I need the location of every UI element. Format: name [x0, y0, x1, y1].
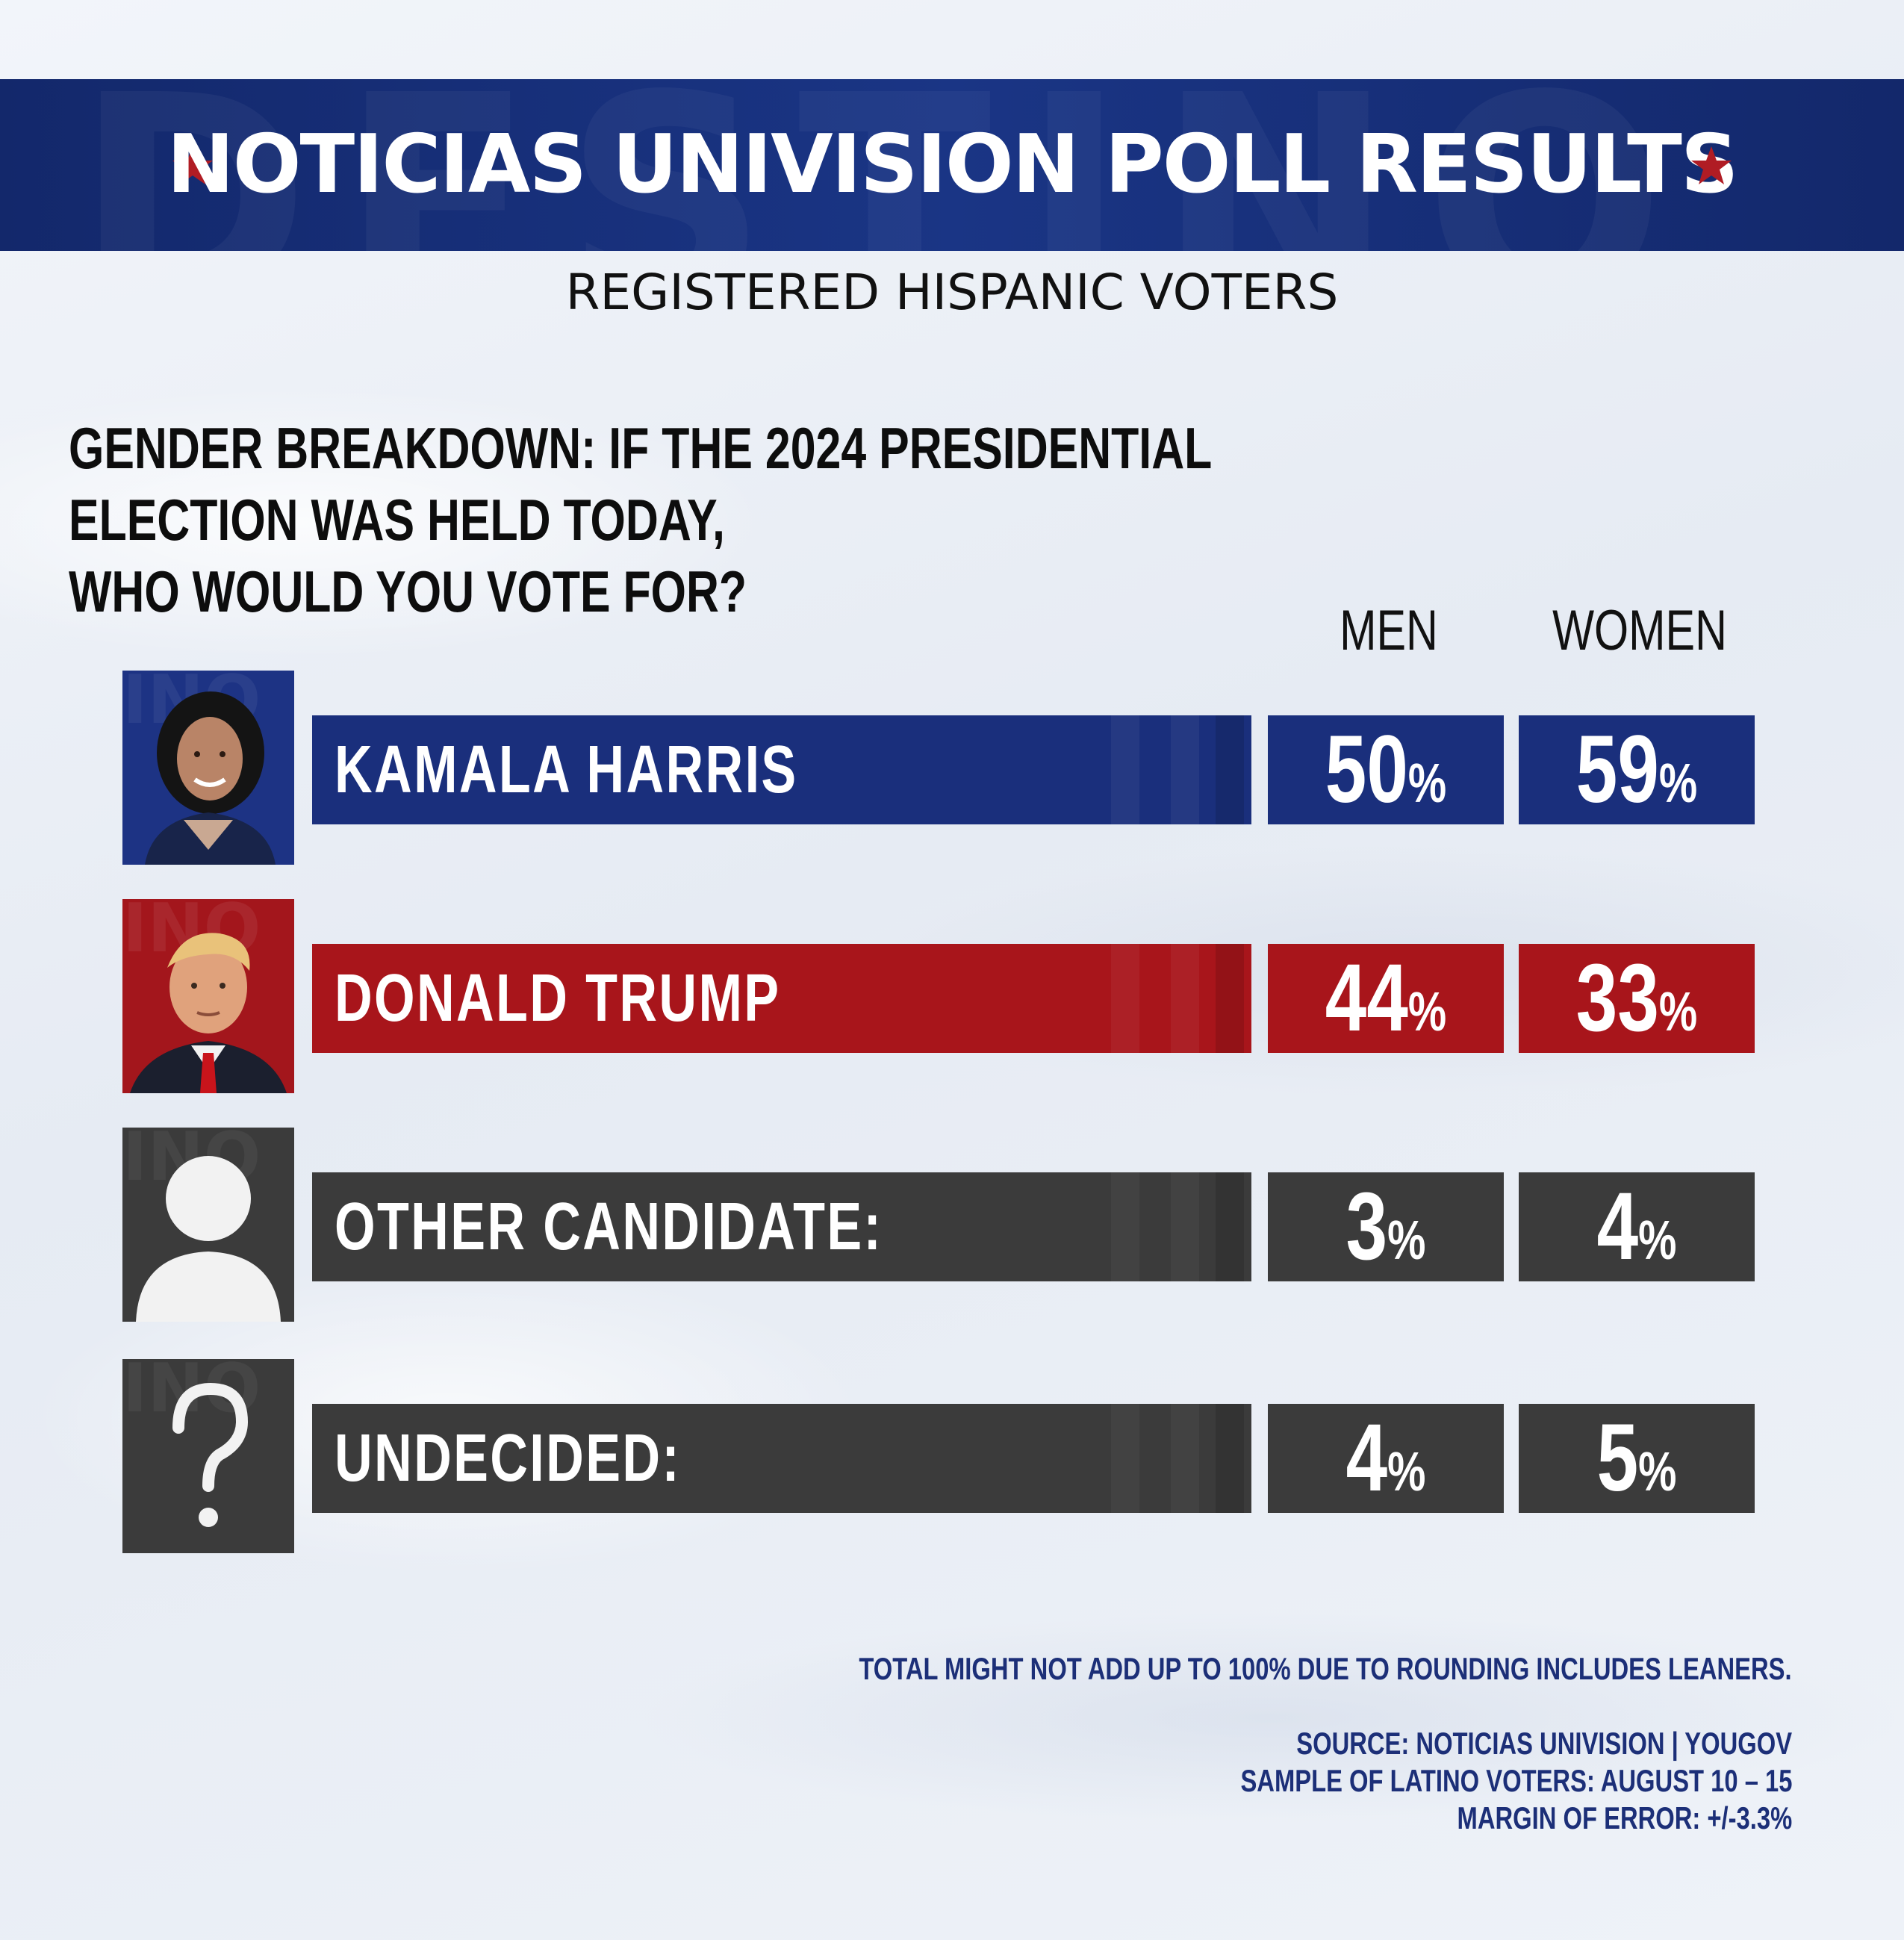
question-line-1: GENDER BREAKDOWN: IF THE 2024 PRESIDENTI… — [69, 415, 1212, 553]
value-cell-other-men: 3% — [1268, 1172, 1504, 1281]
percent-sign: % — [1658, 752, 1698, 814]
candidate-label: DONALD TRUMP — [335, 961, 781, 1036]
header-watermark: DESTINO — [75, 79, 1695, 251]
percent-sign: % — [1407, 980, 1447, 1042]
kamala-harris-photo: INO — [122, 671, 294, 865]
value-cell-undecided-women: 5% — [1519, 1404, 1755, 1513]
candidate-label: UNDECIDED: — [335, 1421, 682, 1496]
bar-undecided: UNDECIDED: — [312, 1404, 1251, 1513]
person-silhouette-icon: INO — [122, 1128, 294, 1322]
question-mark-icon: INO — [122, 1359, 294, 1553]
candidate-label: KAMALA HARRIS — [335, 733, 798, 807]
question-text: GENDER BREAKDOWN: IF THE 2024 PRESIDENTI… — [69, 412, 1408, 627]
star-icon — [172, 146, 213, 184]
value-cell-other-women: 4% — [1519, 1172, 1755, 1281]
percent-sign: % — [1658, 980, 1698, 1042]
value-number: 33 — [1575, 945, 1659, 1051]
candidate-label: OTHER CANDIDATE: — [335, 1190, 883, 1264]
footnote-margin-of-error: MARGIN OF ERROR: +/-3.3% — [1457, 1800, 1792, 1835]
value-cell-trump-women: 33% — [1519, 944, 1755, 1053]
percent-sign: % — [1638, 1440, 1677, 1502]
column-header-men: MEN — [1340, 599, 1438, 662]
value-number: 4 — [1345, 1405, 1388, 1511]
value-cell-harris-men: 50% — [1268, 715, 1504, 824]
value-cell-harris-women: 59% — [1519, 715, 1755, 824]
footnote-sample: SAMPLE OF LATINO VOTERS: AUGUST 10 – 15 — [1239, 1763, 1792, 1798]
value-number: 5 — [1596, 1405, 1639, 1511]
question-line-2: WHO WOULD YOU VOTE FOR? — [69, 559, 747, 624]
bar-other-candidate: OTHER CANDIDATE: — [312, 1172, 1251, 1281]
value-cell-trump-men: 44% — [1268, 944, 1504, 1053]
subtitle: REGISTERED HISPANIC VOTERS — [565, 264, 1339, 321]
percent-sign: % — [1387, 1209, 1426, 1271]
percent-sign: % — [1407, 752, 1447, 814]
percent-sign: % — [1638, 1209, 1677, 1271]
donald-trump-photo: INO — [122, 899, 294, 1093]
value-number: 59 — [1575, 716, 1659, 823]
value-number: 3 — [1345, 1173, 1388, 1280]
percent-sign: % — [1387, 1440, 1426, 1502]
value-number: 44 — [1325, 945, 1408, 1051]
bar-kamala-harris: KAMALA HARRIS — [312, 715, 1251, 824]
header-banner: DESTINO NOTICIAS UNIVISION POLL RESULTS — [0, 79, 1904, 251]
star-icon — [1691, 146, 1732, 184]
column-header-women: WOMEN — [1552, 599, 1727, 662]
bar-donald-trump: DONALD TRUMP — [312, 944, 1251, 1053]
footnote-source: SOURCE: NOTICIAS UNIVISION | YOUGOV — [1296, 1726, 1792, 1761]
value-number: 50 — [1325, 716, 1408, 823]
value-number: 4 — [1596, 1173, 1639, 1280]
value-cell-undecided-men: 4% — [1268, 1404, 1504, 1513]
page-title: NOTICIAS UNIVISION POLL RESULTS — [167, 118, 1738, 211]
footnote-rounding: TOTAL MIGHT NOT ADD UP TO 100% DUE TO RO… — [859, 1651, 1792, 1686]
